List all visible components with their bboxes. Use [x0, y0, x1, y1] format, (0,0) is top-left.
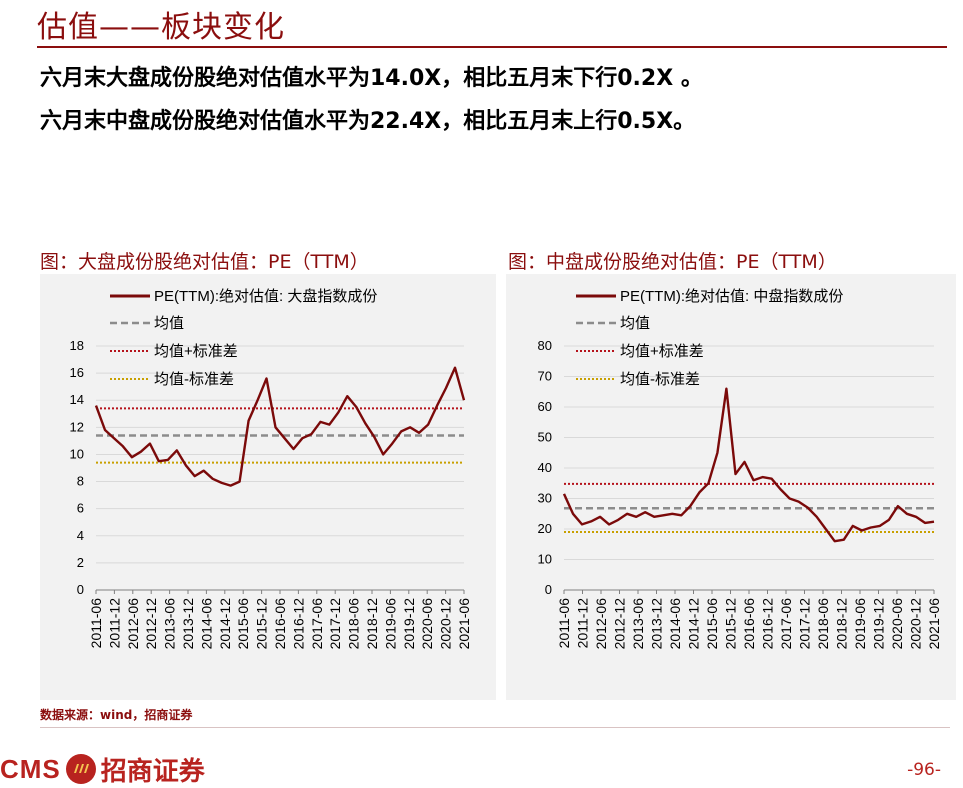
- logo-emblem-icon: [65, 754, 96, 784]
- y-tick-label: 6: [77, 501, 84, 516]
- x-tick-label: 2012-06: [125, 598, 141, 650]
- x-tick-label: 2020-06: [889, 598, 905, 650]
- y-tick-label: 20: [538, 521, 552, 536]
- x-tick-label: 2015-12: [254, 598, 270, 650]
- y-tick-label: 0: [545, 582, 552, 597]
- x-tick-label: 2012-06: [593, 598, 609, 650]
- x-tick-label: 2019-06: [852, 598, 868, 650]
- legend-mean-label: 均值: [620, 315, 650, 332]
- y-tick-label: 10: [70, 446, 84, 461]
- x-tick-label: 2017-06: [778, 598, 794, 650]
- y-tick-label: 30: [538, 491, 552, 506]
- logo-company-name: 招商证券: [100, 756, 205, 787]
- title-divider: [37, 46, 947, 48]
- y-tick-label: 10: [538, 552, 552, 567]
- x-tick-label: 2017-06: [309, 598, 325, 650]
- y-tick-label: 2: [77, 555, 84, 570]
- chart-2-title: 图：中盘成份股绝对估值：PE（TTM）: [508, 251, 837, 273]
- x-tick-label: 2018-06: [815, 598, 831, 650]
- summary-line-2: 六月末中盘成份股绝对估值水平为22.4X，相比五月末上行0.5X。: [40, 109, 696, 134]
- x-tick-label: 2020-06: [419, 598, 435, 650]
- legend-mean-minus-std-label: 均值-标准差: [154, 371, 234, 388]
- x-tick-label: 2015-06: [235, 598, 251, 650]
- y-tick-label: 4: [77, 528, 84, 543]
- x-tick-label: 2015-06: [704, 598, 720, 650]
- x-tick-label: 2013-06: [162, 598, 178, 650]
- legend-mean-label: 均值: [154, 315, 184, 332]
- y-tick-label: 18: [70, 338, 84, 353]
- x-tick-label: 2014-06: [198, 598, 214, 650]
- x-tick-label: 2017-12: [797, 598, 813, 650]
- x-tick-label: 2016-06: [272, 598, 288, 650]
- y-tick-label: 40: [538, 460, 552, 475]
- legend-mean-plus-std-label: 均值+标准差: [620, 343, 704, 360]
- x-tick-label: 2021-06: [456, 598, 472, 650]
- y-tick-label: 0: [77, 582, 84, 597]
- chart-2-panel: 0 10 20 30 40 50 60 70 80 2011-06 2011-12 2012-06 20…: [506, 274, 956, 700]
- x-tick-label: 2018-12: [364, 598, 380, 650]
- page-number: -96-: [907, 760, 941, 780]
- x-tick-label: 2012-12: [143, 598, 159, 650]
- x-tick-label: 2012-12: [612, 598, 628, 650]
- x-tick-label: 2019-06: [382, 598, 398, 650]
- x-tick-label: 2011-06: [556, 598, 572, 649]
- chart-1-panel: 0 2 4 6 8 10 12 14 16 18 2011-06 2011-12 2012-06 2012…: [40, 274, 496, 700]
- x-tick-label: 2014-12: [217, 598, 233, 650]
- x-tick-label: 2019-12: [871, 598, 887, 650]
- pe-series-line: [94, 366, 466, 487]
- legend-series-label: PE(TTM):绝对估值: 大盘指数成份: [154, 287, 377, 305]
- x-tick-label: 2014-06: [667, 598, 683, 650]
- logo-text: CMS: [0, 753, 61, 784]
- y-tick-label: 70: [538, 369, 552, 384]
- y-tick-label: 80: [538, 338, 552, 353]
- x-tick-label: 2020-12: [908, 598, 924, 650]
- x-tick-label: 2014-12: [686, 598, 702, 650]
- y-tick-label: 14: [70, 392, 84, 407]
- x-tick-label: 2013-12: [180, 598, 196, 650]
- x-tick-label: 2021-06: [926, 598, 942, 650]
- x-tick-label: 2020-12: [438, 598, 454, 650]
- x-tick-label: 2018-12: [834, 598, 850, 650]
- summary-line-1: 六月末大盘成份股绝对估值水平为14.0X，相比五月末下行0.2X 。: [40, 66, 703, 91]
- y-tick-label: 50: [538, 430, 552, 445]
- page-title: 估值——板块变化: [37, 10, 285, 45]
- x-tick-label: 2013-06: [630, 598, 646, 650]
- x-tick-label: 2013-12: [649, 598, 665, 650]
- legend-mean-minus-std-label: 均值-标准差: [620, 371, 700, 388]
- x-tick-label: 2018-06: [346, 598, 362, 650]
- chart-1-svg: 0 2 4 6 8 10 12 14 16 18 2011-06 2011-12 2012-06 2012…: [70, 287, 472, 650]
- x-tick-label: 2016-06: [741, 598, 757, 650]
- y-tick-label: 16: [70, 365, 84, 380]
- y-tick-label: 8: [77, 474, 84, 489]
- x-tick-label: 2016-12: [290, 598, 306, 650]
- pe-series-line: [562, 387, 935, 543]
- legend-series-label: PE(TTM):绝对估值: 中盘指数成份: [620, 287, 843, 305]
- data-source: 数据来源：wind，招商证券: [40, 708, 193, 722]
- y-tick-label: 12: [70, 419, 84, 434]
- company-logo: CMS 招商证券: [0, 752, 205, 787]
- chart-1-title: 图：大盘成份股绝对估值：PE（TTM）: [40, 251, 369, 273]
- x-tick-label: 2016-12: [760, 598, 776, 650]
- x-tick-label: 2015-12: [723, 598, 739, 650]
- y-tick-label: 60: [538, 399, 552, 414]
- footer-divider: [40, 727, 950, 728]
- x-tick-label: 2011-12: [575, 598, 591, 649]
- legend-mean-plus-std-label: 均值+标准差: [154, 343, 238, 360]
- x-tick-label: 2019-12: [401, 598, 417, 650]
- x-tick-label: 2017-12: [327, 598, 343, 650]
- x-tick-label: 2011-06: [88, 598, 104, 649]
- x-tick-label: 2011-12: [106, 598, 122, 649]
